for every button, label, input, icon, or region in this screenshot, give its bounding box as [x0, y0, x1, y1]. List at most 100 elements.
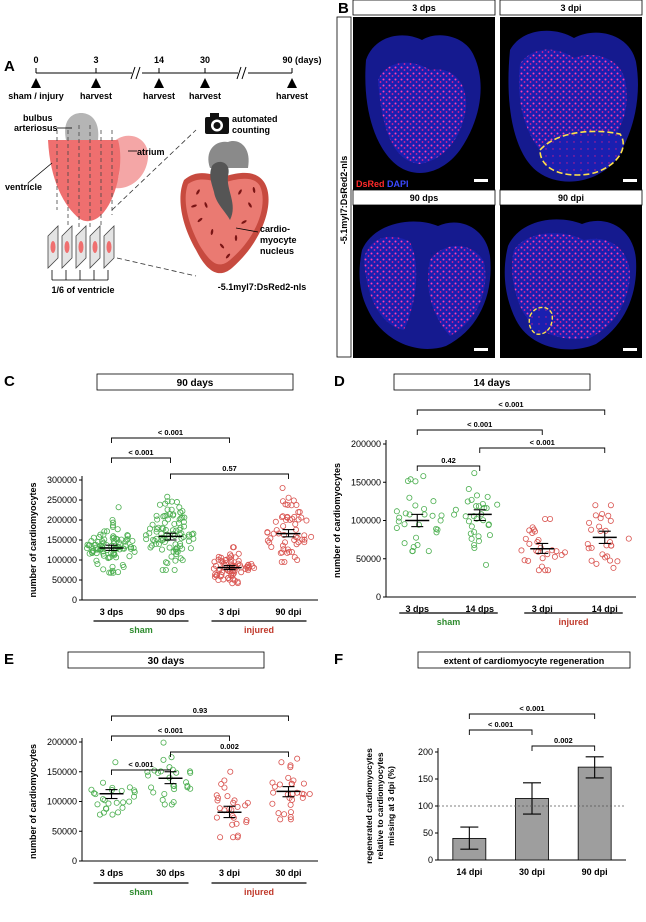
data-point [144, 769, 151, 776]
data-point [393, 524, 400, 531]
micrograph-label-3dps: 3 dps [412, 3, 436, 13]
data-point [109, 784, 116, 791]
camera-icon [205, 113, 229, 134]
y-tick-label: 150 [418, 774, 433, 784]
data-point [471, 542, 478, 549]
data-point [430, 498, 437, 505]
data-point [278, 759, 285, 766]
bulbus-arteriosus-shape [65, 113, 99, 140]
p-value-label: 0.002 [220, 742, 239, 751]
group-label: injured [558, 617, 588, 627]
timeline-marker-icon [287, 78, 297, 88]
timeline-marker-icon [200, 78, 210, 88]
timeline-day-3: 3 [93, 55, 98, 65]
y-tick-label: 150000 [351, 477, 381, 487]
micrograph-90dps: 90 dps [352, 189, 496, 358]
heart-schematic: bulbus arteriosus atrium ventricle [5, 113, 165, 228]
title-box [96, 373, 294, 391]
data-point [173, 499, 180, 506]
data-point [176, 526, 183, 533]
p-value-label: < 0.001 [488, 720, 513, 729]
timeline-day-30: 30 [200, 55, 210, 65]
x-tick-label: 3 dps [100, 868, 124, 878]
y-axis-label: number of cardiomyocytes [28, 744, 38, 859]
p-value-label: < 0.001 [530, 438, 555, 447]
stain-label-dsred: DsRed [356, 179, 385, 189]
y-tick-label: 300000 [47, 475, 77, 485]
significance-bracket [416, 409, 606, 415]
data-point [143, 536, 150, 543]
micrograph-3dpi: 3 dpi [499, 0, 643, 190]
data-point [160, 756, 167, 763]
data-point [301, 532, 308, 539]
micrograph-90dpi: 90 dpi [499, 189, 643, 358]
data-point [451, 511, 458, 518]
data-point [119, 804, 126, 811]
data-point [233, 820, 240, 827]
data-point [281, 558, 288, 565]
group-label: sham [437, 617, 461, 627]
p-value-label: < 0.001 [246, 372, 271, 374]
data-point [167, 510, 174, 517]
timeline-event-3: harvest [80, 91, 112, 101]
group-label: injured [244, 625, 274, 635]
data-point [109, 523, 116, 530]
data-point [264, 529, 271, 536]
significance-bracket [111, 735, 230, 741]
data-point [588, 557, 595, 564]
x-tick-label: 14 dps [465, 604, 494, 614]
data-point [280, 523, 287, 530]
data-point [288, 549, 295, 556]
magnified-heart [180, 141, 269, 274]
data-point [235, 557, 242, 564]
data-point [146, 525, 153, 532]
data-point [234, 578, 241, 585]
data-point [409, 548, 416, 555]
significance-bracket [468, 729, 533, 735]
stain-label-dapi: DAPI [387, 179, 409, 189]
data-point [145, 772, 152, 779]
data-point [293, 502, 300, 509]
x-tick-label: 30 dpi [275, 868, 301, 878]
data-point [413, 534, 420, 541]
data-point [103, 805, 110, 812]
significance-bracket [170, 751, 289, 757]
panel-letter-b: B [338, 0, 349, 17]
p-value-label: < 0.001 [246, 650, 271, 652]
y-tick-label: 200000 [47, 515, 77, 525]
p-value-label: 0.42 [441, 456, 456, 465]
micrograph-label-3dpi: 3 dpi [560, 3, 581, 13]
data-point [481, 504, 488, 511]
data-point [177, 509, 184, 516]
data-point [229, 821, 236, 828]
data-point [235, 550, 242, 557]
timeline-marker-icon [91, 78, 101, 88]
data-point [109, 811, 116, 818]
label-sixth-ventricle: 1/6 of ventricle [51, 285, 114, 295]
atrium-shape [112, 135, 149, 189]
data-point [467, 530, 474, 537]
data-point [99, 538, 106, 545]
data-point [468, 535, 475, 542]
data-point [429, 512, 436, 519]
data-point [97, 531, 104, 538]
micrograph-label-90dpi: 90 dpi [558, 193, 584, 203]
significance-bracket [111, 457, 171, 463]
micrograph-3dps: 3 dps DsRed DAPI [352, 0, 496, 190]
timeline: 0 3 14 30 90 (days) sham / injury harves… [8, 55, 321, 101]
data-point [234, 803, 241, 810]
data-point [404, 477, 411, 484]
scale-bar [623, 179, 637, 182]
timeline-event-90: harvest [276, 91, 308, 101]
y-tick-label: 0 [428, 855, 433, 865]
y-tick-label: 50000 [52, 575, 77, 585]
data-point [535, 567, 542, 574]
scale-bar [623, 348, 637, 351]
data-point [147, 544, 154, 551]
data-point [126, 798, 133, 805]
label-ventricle: ventricle [5, 182, 42, 192]
data-point [290, 497, 297, 504]
data-point [522, 535, 529, 542]
